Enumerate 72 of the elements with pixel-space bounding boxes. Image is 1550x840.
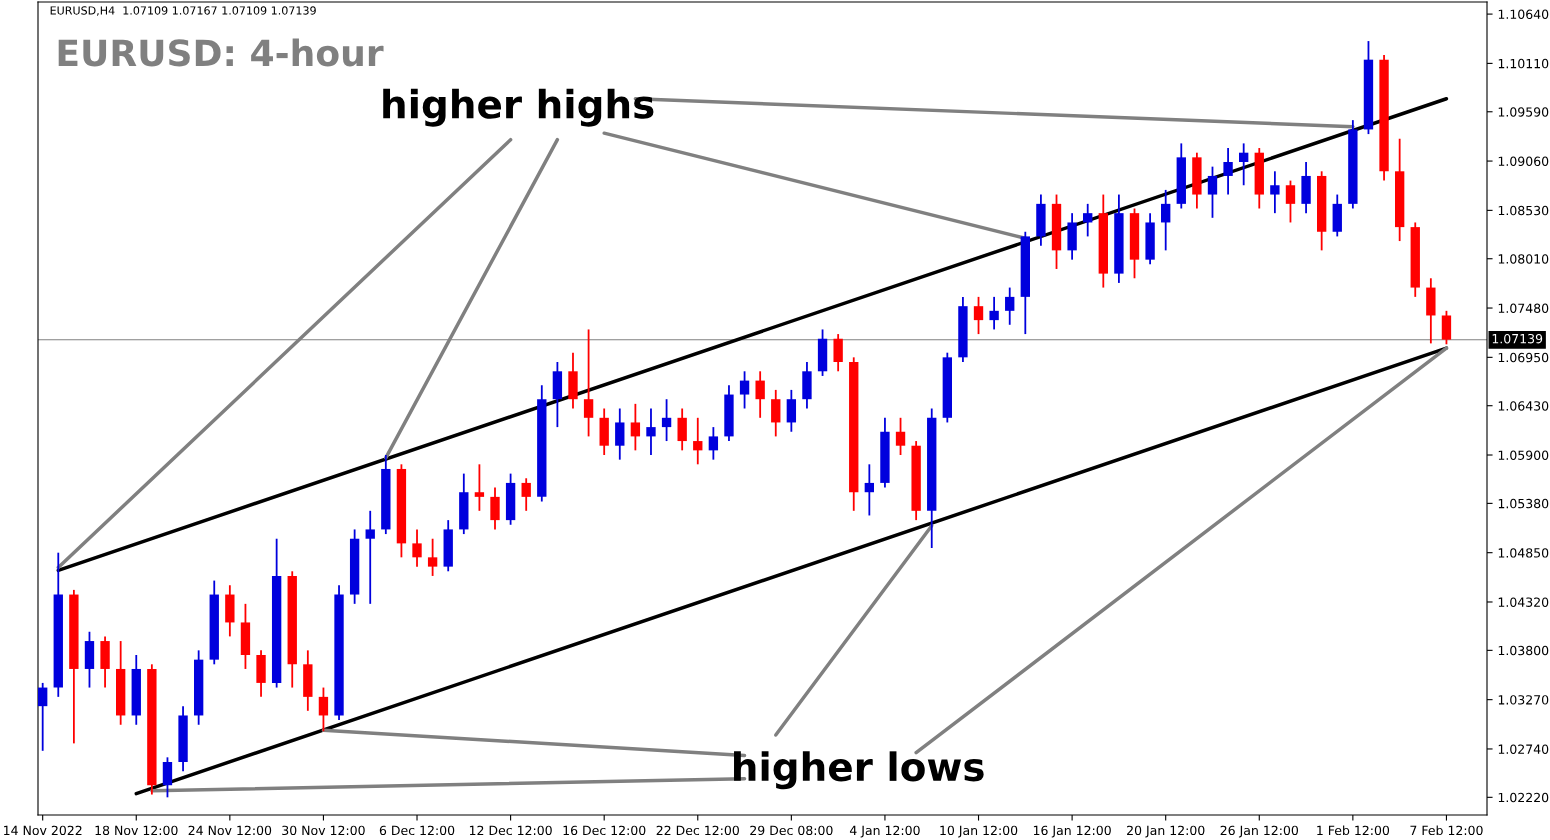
candlestick xyxy=(708,426,719,461)
candlestick xyxy=(1005,286,1015,326)
y-tick-label: 1.04850 xyxy=(1498,548,1549,558)
x-tick-label: 26 Jan 12:00 xyxy=(1220,825,1299,838)
y-tick-label: 1.10640 xyxy=(1498,9,1549,20)
candlestick xyxy=(1207,165,1218,219)
candlestick xyxy=(864,463,875,517)
candlestick xyxy=(895,416,906,456)
x-tick-label: 12 Dec 12:00 xyxy=(469,825,552,836)
x-tick-label: 7 Feb 12:00 xyxy=(1410,825,1483,836)
y-tick-label: 1.08530 xyxy=(1498,205,1549,216)
y-tick-label: 1.06430 xyxy=(1498,401,1549,411)
candlestick xyxy=(583,328,594,438)
x-tick-label: 29 Dec 08:00 xyxy=(750,825,833,836)
y-tick-label: 1.03270 xyxy=(1498,695,1549,705)
x-tick-label: 20 Jan 12:00 xyxy=(1127,825,1205,838)
y-tick-label: 1.03800 xyxy=(1498,645,1549,656)
candlestick xyxy=(474,463,485,512)
candlestick xyxy=(771,388,781,438)
y-tick-label: 1.05900 xyxy=(1498,450,1549,460)
candlestick xyxy=(38,682,48,752)
x-tick-label: 14 Nov 2022 xyxy=(4,825,82,836)
candlestick xyxy=(521,477,531,512)
chart-subtitle: EURUSD,H4 1.07109 1.07167 1.07109 1.07139 xyxy=(50,6,316,16)
candlestick xyxy=(630,402,641,452)
y-tick-label: 1.08010 xyxy=(1498,254,1549,264)
candlestick xyxy=(973,295,984,335)
candlestick xyxy=(318,686,329,733)
candlestick xyxy=(490,486,500,531)
candlestick xyxy=(661,398,672,442)
y-tick-label: 1.02220 xyxy=(1498,792,1549,803)
candlestick xyxy=(1223,147,1233,196)
text: EURUSD: 4-hour xyxy=(58,38,384,67)
candlestick xyxy=(755,370,765,419)
y-tick-label: 1.10110 xyxy=(1498,58,1549,69)
x-tick-label: 22 Dec 12:00 xyxy=(656,825,739,836)
annotation: higher highs xyxy=(383,88,654,127)
x-tick-label: 18 Nov 12:00 xyxy=(95,825,178,836)
candlestick xyxy=(1161,188,1171,252)
candlestick xyxy=(1285,179,1296,224)
y-tick-label: 1.05380 xyxy=(1498,498,1549,509)
x-tick-label: 6 Dec 12:00 xyxy=(379,825,455,836)
y-tick-label: 1.09590 xyxy=(1498,107,1549,117)
candlestick xyxy=(615,407,625,461)
y-tick-label: 1.07480 xyxy=(1498,303,1549,313)
candlestick xyxy=(786,388,797,433)
x-tick-label: 24 Nov 12:00 xyxy=(188,825,272,836)
candlestick xyxy=(677,407,687,452)
x-tick-label: 16 Jan 12:00 xyxy=(1033,825,1111,838)
y-tick-label: 1.04320 xyxy=(1498,597,1549,607)
y-tick-label: 1.02740 xyxy=(1498,744,1549,754)
x-tick-label: 1 Feb 12:00 xyxy=(1317,825,1390,836)
x-tick-label: 10 Jan 12:00 xyxy=(940,825,1018,838)
candlestick xyxy=(365,509,375,605)
annotation: higher lows xyxy=(734,751,984,790)
ref-line-label: 1.07139 xyxy=(1492,333,1543,344)
candlestick xyxy=(739,370,750,410)
y-tick-label: 1.06950 xyxy=(1498,352,1549,363)
candlestick xyxy=(833,333,843,373)
candlestick xyxy=(1083,202,1093,238)
candlestick xyxy=(412,528,422,568)
candlestick xyxy=(989,295,999,331)
x-tick-label: 16 Dec 12:00 xyxy=(563,825,646,836)
candlestick xyxy=(1270,170,1280,215)
candlestick xyxy=(1239,142,1249,187)
x-tick-label: 4 Jan 12:00 xyxy=(849,825,920,838)
x-tick-label: 30 Nov 12:00 xyxy=(282,825,365,836)
candlestick xyxy=(427,537,438,577)
y-tick-label: 1.09060 xyxy=(1498,156,1549,166)
candlestick xyxy=(162,756,173,799)
candlestick xyxy=(693,416,703,466)
candlestick xyxy=(646,407,656,456)
